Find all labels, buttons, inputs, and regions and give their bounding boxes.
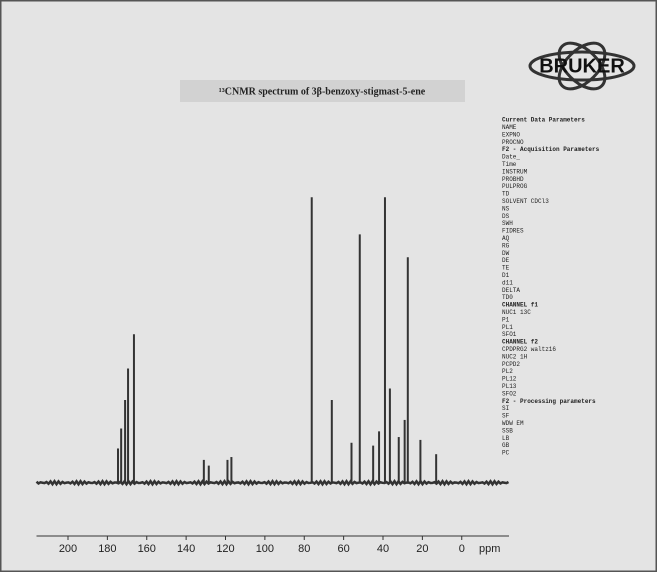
x-tick-label: 200	[59, 543, 77, 555]
x-tick-label: 140	[177, 543, 195, 555]
parameter-line: DW	[502, 250, 510, 257]
parameter-line: AQ	[502, 235, 510, 242]
parameter-line: SI	[502, 405, 509, 412]
parameter-line: PULPROG	[502, 183, 528, 190]
parameter-heading: Current Data Parameters	[502, 117, 585, 124]
x-tick-label: 80	[298, 543, 310, 555]
x-tick-label: 60	[338, 543, 350, 555]
chart-title: ¹³CNMR spectrum of 3β-benzoxy-stigmast-5…	[219, 86, 426, 97]
parameter-line: SOLVENT CDCl3	[502, 198, 549, 205]
parameter-heading: CHANNEL f1	[502, 302, 538, 309]
x-tick-label: 20	[416, 543, 428, 555]
x-tick-label: 40	[377, 543, 389, 555]
parameter-heading: F2 - Acquisition Parameters	[502, 146, 600, 153]
parameter-line: FIDRES	[502, 228, 524, 235]
parameter-line: NUC1 13C	[502, 309, 531, 316]
parameter-line: SFO2	[502, 390, 517, 397]
parameter-line: Time	[502, 161, 517, 168]
parameter-line: SSB	[502, 427, 513, 434]
x-tick-label: 180	[98, 543, 116, 555]
parameter-line: SF	[502, 413, 510, 420]
parameter-line: d11	[502, 279, 513, 286]
parameter-line: P1	[502, 316, 510, 323]
parameter-line: WDW EM	[502, 420, 524, 427]
x-tick-label: 100	[256, 543, 274, 555]
parameter-line: CPDPRG2 waltz16	[502, 346, 556, 353]
parameter-line: GB	[502, 442, 510, 449]
parameter-line: D1	[502, 272, 510, 279]
parameter-line: PCPD2	[502, 361, 520, 368]
x-axis-label: ppm	[479, 543, 500, 555]
parameter-line: SFO1	[502, 331, 517, 338]
parameter-line: NUC2 1H	[502, 353, 528, 360]
parameter-line: PC	[502, 450, 510, 457]
parameter-line: DELTA	[502, 287, 520, 294]
parameter-line: DS	[502, 213, 510, 220]
parameter-line: DE	[502, 257, 510, 264]
x-tick-label: 160	[138, 543, 156, 555]
x-tick-label: 0	[459, 543, 465, 555]
parameter-line: PL13	[502, 383, 517, 390]
parameter-line: SWH	[502, 220, 513, 227]
parameter-line: NS	[502, 205, 510, 212]
parameter-line: TE	[502, 265, 510, 272]
parameter-line: PROCNO	[502, 139, 524, 146]
parameter-line: TD	[502, 191, 510, 198]
parameter-line: INSTRUM	[502, 168, 528, 175]
parameter-line: NAME	[502, 124, 517, 131]
parameter-heading: F2 - Processing parameters	[502, 398, 596, 405]
parameter-line: PL2	[502, 368, 513, 375]
parameter-line: TD0	[502, 294, 513, 301]
parameter-heading: CHANNEL f2	[502, 339, 538, 346]
parameter-line: Date_	[502, 154, 520, 161]
spectrum-page: ¹³CNMR spectrum of 3β-benzoxy-stigmast-5…	[0, 0, 657, 572]
parameter-line: LB	[502, 435, 510, 442]
logo-text: BRUKER	[539, 55, 625, 77]
parameter-line: PL1	[502, 324, 513, 331]
parameter-line: PROBHD	[502, 176, 524, 183]
parameter-line: EXPNO	[502, 131, 520, 138]
parameter-line: RG	[502, 242, 510, 249]
x-tick-label: 120	[216, 543, 234, 555]
parameter-line: PL12	[502, 376, 517, 383]
